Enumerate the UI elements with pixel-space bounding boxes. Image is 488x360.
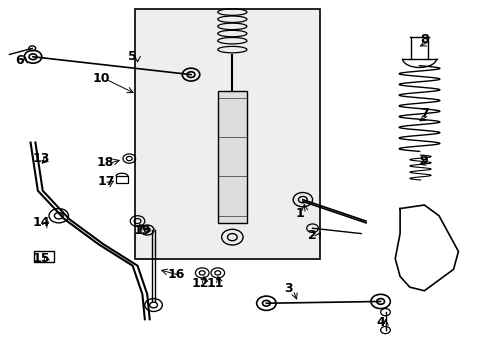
Bar — [135, 9, 319, 258]
Bar — [217, 91, 246, 223]
Text: 5: 5 — [128, 50, 137, 63]
Text: 17: 17 — [97, 175, 115, 188]
Text: 15: 15 — [32, 252, 50, 265]
Text: 2: 2 — [307, 229, 316, 242]
Text: 19: 19 — [133, 224, 151, 237]
Text: 13: 13 — [33, 152, 50, 165]
Text: 16: 16 — [167, 268, 185, 281]
Text: 6: 6 — [16, 54, 24, 67]
Bar — [34, 251, 54, 262]
Text: 8: 8 — [419, 33, 428, 46]
Text: 9: 9 — [418, 154, 427, 167]
Text: 3: 3 — [284, 283, 292, 296]
Text: 11: 11 — [206, 277, 224, 290]
Text: 10: 10 — [92, 72, 110, 85]
Text: 18: 18 — [96, 156, 113, 168]
Text: 14: 14 — [32, 216, 50, 229]
Text: 1: 1 — [295, 207, 304, 220]
Text: 12: 12 — [192, 277, 209, 290]
Text: 7: 7 — [419, 107, 428, 120]
Bar — [116, 176, 127, 183]
Text: 4: 4 — [375, 316, 384, 329]
